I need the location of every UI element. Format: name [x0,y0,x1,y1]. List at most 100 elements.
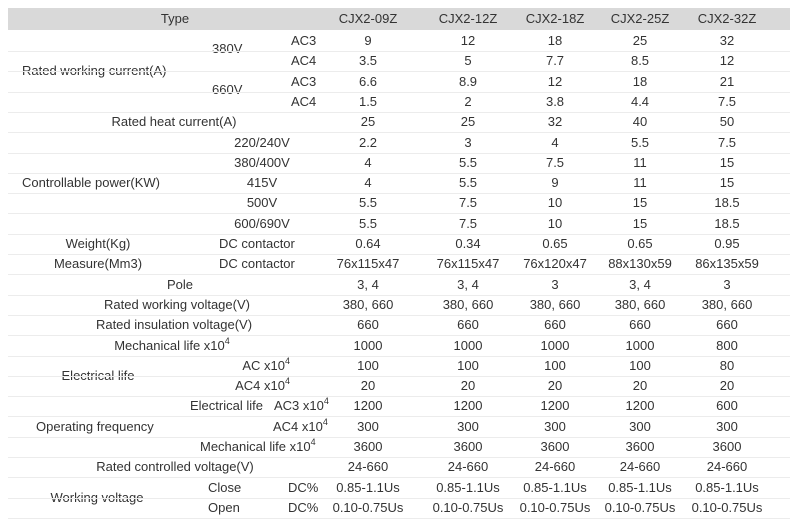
cell-value: 100 [357,357,379,373]
row-label: Weight(Kg) [65,236,131,251]
cell-value: 0.64 [355,236,381,251]
cell-value: 7.5 [458,195,478,211]
cell-value: 3, 4 [629,276,651,292]
cell-value: 18 [547,33,563,48]
row-label: AC4 [291,93,317,109]
cell-value: 7.5 [717,93,737,109]
cell-value: 800 [716,337,738,353]
cell-value: 88x130x59 [608,256,672,272]
cell-value: 5.5 [358,215,378,231]
cell-value: 32 [547,114,563,130]
cell-value: 4 [364,175,372,191]
cell-value: 24-660 [706,459,748,475]
cell-value: 21 [719,73,735,89]
cell-value: 0.65 [542,236,568,251]
row-separator [8,396,790,397]
row-label: Controllable power(KW) [22,175,160,191]
cell-value: 20 [632,378,648,394]
row-label: Rated controlled voltage(V) [96,459,254,475]
cell-value: 6.6 [358,73,378,89]
cell-value: 1200 [353,398,383,414]
cell-value: 25 [460,114,476,130]
cell-value: 0.85-1.1Us [336,479,400,495]
cell-value: 20 [460,378,476,394]
cell-value: 3.5 [358,53,378,69]
cell-value: 18 [632,73,648,89]
label-part: AC3 x10 [274,398,324,414]
row-separator [8,193,790,194]
label-part: Mechanical life x10 [114,337,225,353]
cell-value: 1200 [453,398,483,414]
cell-value: 660 [544,317,566,333]
label-part: 4 [284,355,290,366]
row-separator [8,477,790,478]
cell-value: 100 [544,357,566,373]
model-header: CJX2-12Z [438,11,498,26]
cell-value: 4.4 [630,93,650,109]
row-label: Electrical life [190,398,263,414]
cell-value: 18.5 [714,195,740,211]
cell-value: 300 [457,418,479,434]
cell-value: 0.10-0.75Us [691,499,763,515]
row-label: Close [208,479,242,495]
cell-value: 1000 [540,337,570,353]
cell-value: 0.10-0.75Us [332,499,404,515]
cell-value: 24-660 [534,459,576,475]
row-separator [8,315,790,316]
row-label: DC% [288,479,319,495]
cell-value: 0.85-1.1Us [695,479,759,495]
cell-value: 3600 [353,439,383,454]
cell-value: 1000 [453,337,483,353]
row-label: AC3 x104 [274,396,329,414]
cell-value: 7.5 [545,154,565,170]
cell-value: 0.85-1.1Us [436,479,500,495]
row-separator [8,173,790,174]
cell-value: 3 [464,134,472,150]
label-part: Mechanical life x10 [200,439,311,454]
cell-value: 24-660 [619,459,661,475]
cell-value: 380, 660 [342,296,394,312]
cell-value: 380, 660 [529,296,581,312]
row-separator [8,416,790,417]
row-separator [8,274,790,275]
row-separator [8,132,790,133]
cell-value: 0.85-1.1Us [523,479,587,495]
cell-value: 1.5 [358,93,378,109]
row-label: DC contactor [219,236,295,251]
cell-value: 7.5 [717,134,737,150]
cell-value: 18.5 [714,215,740,231]
row-separator [8,335,790,336]
cell-value: 25 [632,33,648,48]
row-separator [8,234,790,235]
cell-value: 3600 [453,439,483,454]
cell-value: 9 [551,175,559,191]
row-label: Pole [166,276,194,292]
row-label: Operating frequency [36,418,154,434]
row-label: 415V [246,175,278,191]
label-part: 4 [323,396,329,407]
cell-value: 0.95 [714,236,740,251]
label-part: 4 [310,437,316,447]
cell-value: 76x115x47 [336,256,400,272]
cell-value: 5 [464,53,472,69]
cell-value: 4 [364,154,372,170]
model-header: CJX2-09Z [338,11,398,26]
row-label: 220/240V [234,134,290,150]
header-row [8,8,790,30]
cell-value: 0.65 [627,236,653,251]
row-separator [8,153,790,154]
row-label: Open [208,499,240,515]
cell-value: 4 [551,134,559,150]
cell-value: 40 [632,114,648,130]
cell-value: 3, 4 [457,276,479,292]
cell-value: 11 [633,154,647,170]
cell-value: 0.85-1.1Us [608,479,672,495]
cell-value: 3.8 [545,93,565,109]
cell-value: 15 [632,195,648,211]
row-separator [8,518,790,519]
cell-value: 0.10-0.75Us [432,499,504,515]
cell-value: 380, 660 [442,296,494,312]
row-label: Mechanical life x104 [200,437,316,455]
label-part: AC4 x10 [235,378,285,394]
group-label: 380V [212,41,243,56]
